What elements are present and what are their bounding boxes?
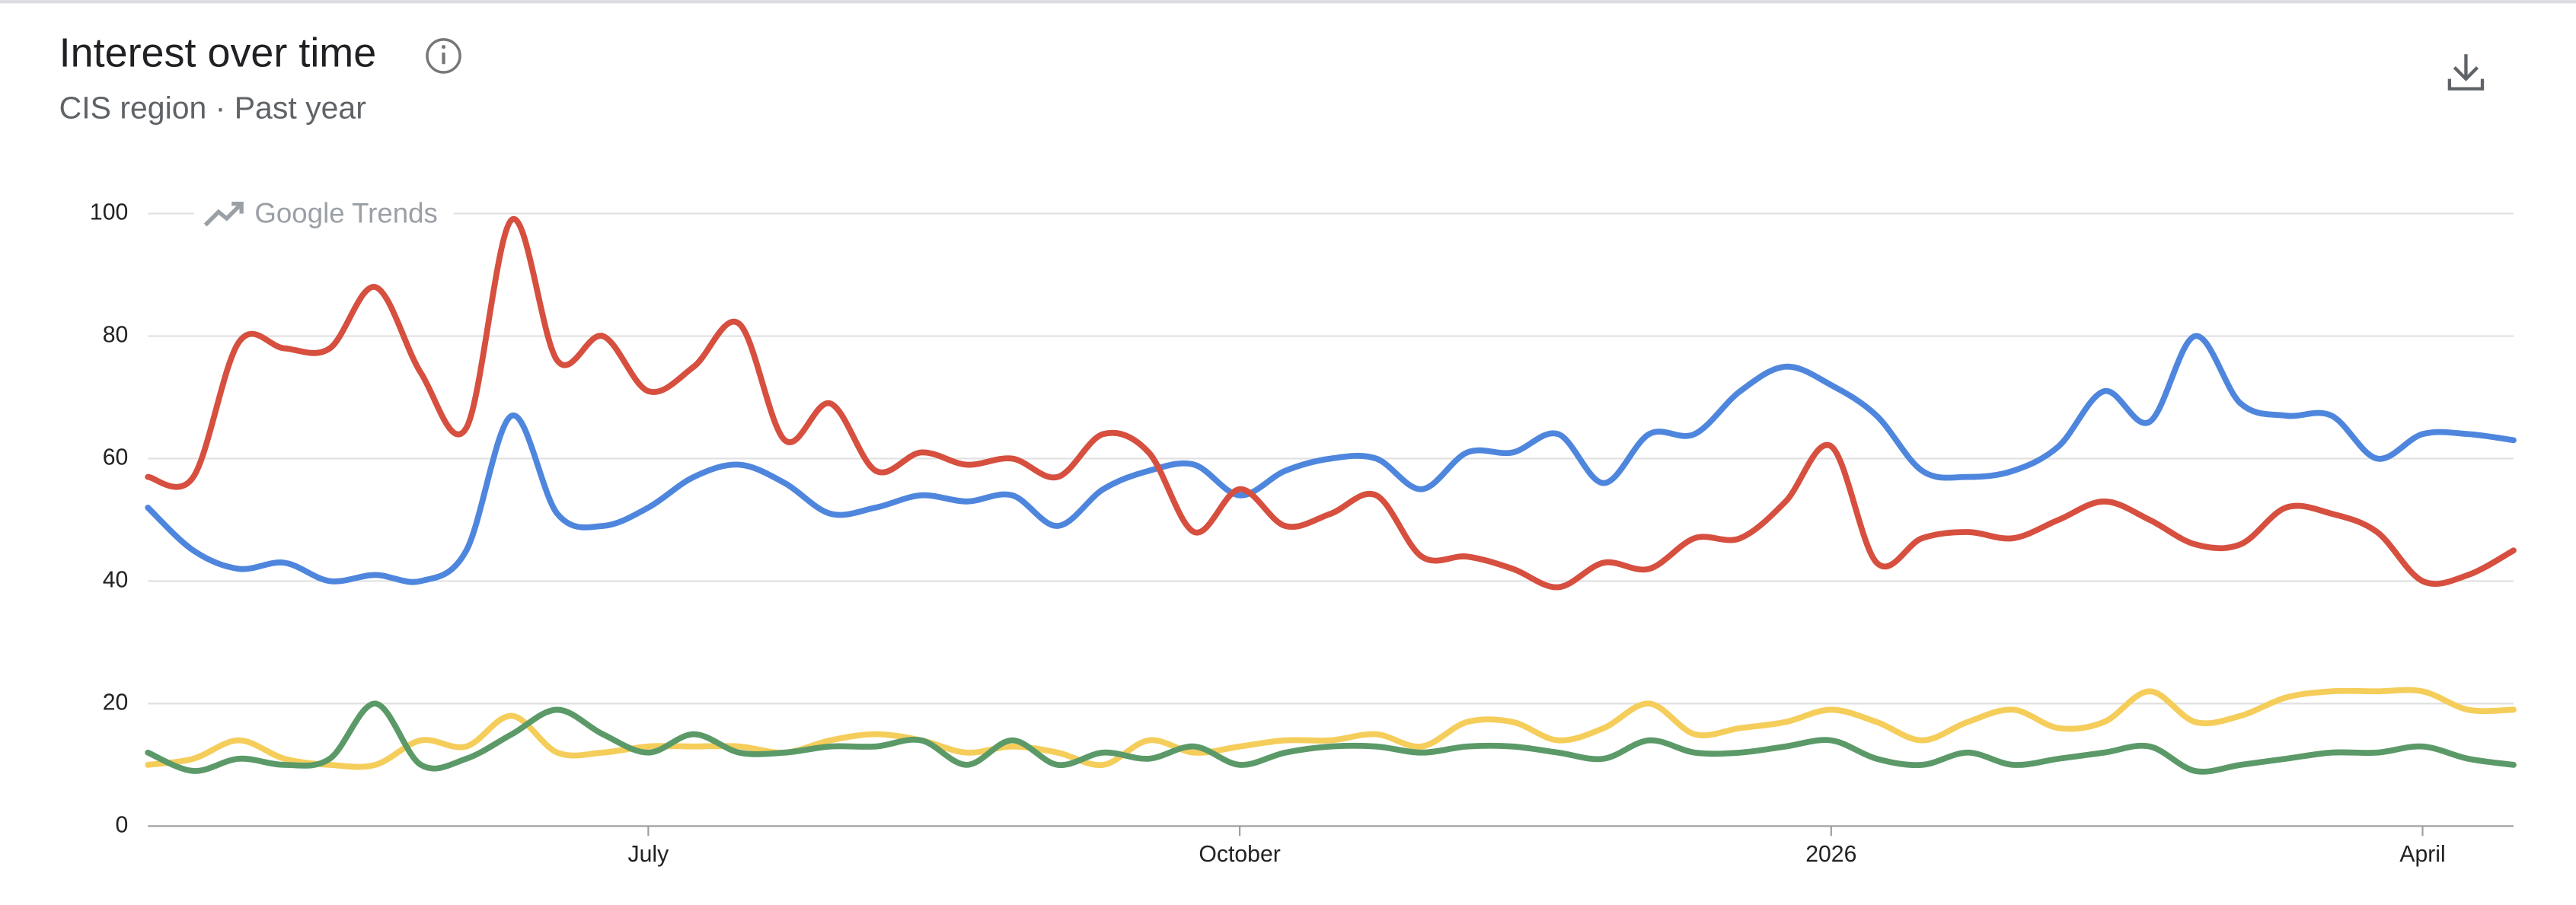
subtitle: CIS region · Past year [59, 90, 366, 125]
y-tick-label: 80 [103, 323, 129, 348]
y-tick-label: 20 [103, 690, 129, 715]
y-tick-label: 0 [115, 812, 128, 837]
plot [145, 216, 2517, 775]
x-tick-label: 2026 [1805, 842, 1856, 867]
title: Interest over time [59, 30, 377, 76]
y-tick-label: 40 [103, 567, 129, 592]
series-line [145, 687, 2517, 770]
series-line [145, 216, 2517, 591]
grid: 0 20 40 60 80 100 July October 2026 April [90, 200, 2514, 867]
x-tick-label: July [628, 842, 670, 867]
x-tick-label: April [2399, 842, 2445, 867]
download-button[interactable] [2447, 54, 2485, 91]
y-tick-label: 100 [90, 200, 128, 225]
info-icon[interactable] [426, 38, 461, 74]
watermark-text: Google Trends [254, 197, 437, 228]
series-line [145, 700, 2517, 775]
top-border [0, 0, 2576, 4]
y-tick-label: 60 [103, 445, 129, 470]
x-tick-label: October [1199, 842, 1280, 867]
watermark: Google Trends [193, 193, 454, 234]
series-line [145, 333, 2517, 585]
